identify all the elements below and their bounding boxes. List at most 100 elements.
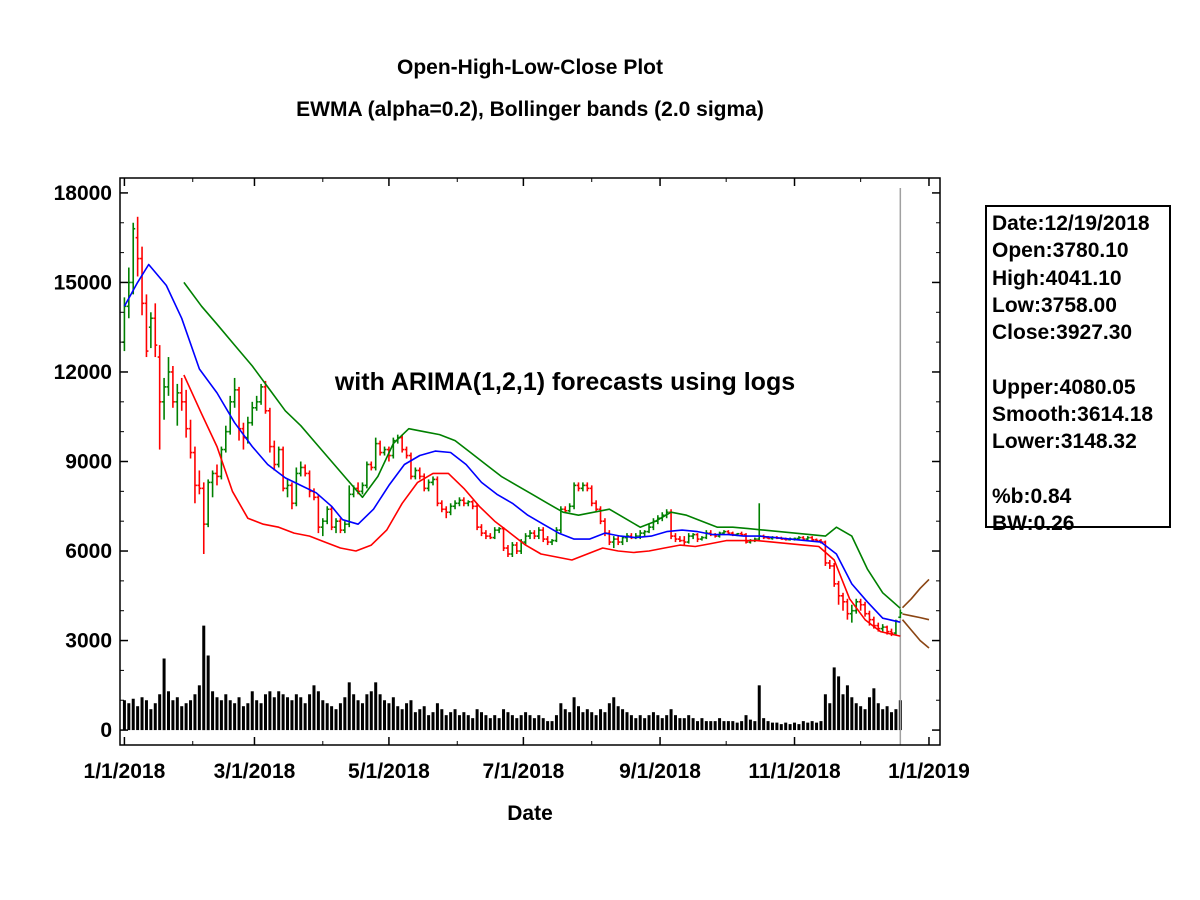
ohlc-bar: [488, 533, 493, 540]
ohlc-bar: [541, 527, 546, 543]
ohlc-bar: [408, 452, 413, 480]
ohlc-bar: [691, 533, 696, 540]
info-close: Close:3927.30: [992, 321, 1133, 345]
ohlc-bar: [757, 503, 762, 541]
ohlc-bar: [501, 527, 506, 552]
ohlc-bar: [849, 604, 854, 623]
ohlc-bar: [206, 479, 211, 528]
ohlc-bar: [334, 518, 339, 534]
x-tick-label: 5/1/2018: [348, 760, 430, 783]
ohlc-bar: [699, 536, 704, 541]
ohlc-bar: [148, 312, 153, 349]
ohlc-bar: [166, 357, 171, 396]
ohlc-bar: [523, 533, 528, 546]
ohlc-bar: [232, 377, 237, 408]
ohlc-bar: [845, 598, 850, 620]
ohlc-bar: [162, 377, 167, 420]
ohlc-bar: [642, 530, 647, 537]
info-open: Open:3780.10: [992, 239, 1129, 263]
ohlc-bar: [417, 467, 422, 480]
plot-area: [122, 188, 930, 745]
ohlc-bar: [611, 536, 616, 549]
ohlc-bar: [263, 380, 268, 414]
ohlc-bar: [170, 366, 175, 408]
x-axis-label: Date: [507, 802, 553, 825]
ohlc-bar: [214, 464, 219, 486]
ohlc-bar: [320, 518, 325, 537]
ohlc-bar: [140, 246, 145, 316]
series-line-6: [901, 619, 930, 649]
ohlc-bar: [505, 545, 510, 557]
chart-subtitle: EWMA (alpha=0.2), Bollinger bands (2.0 s…: [296, 98, 764, 121]
ohlc-bar: [210, 470, 215, 498]
ohlc-bar: [594, 500, 599, 513]
ohlc-bar: [598, 506, 603, 525]
ohlc-bar: [589, 485, 594, 507]
ohlc-bar: [347, 485, 352, 528]
ohlc-bar: [576, 482, 581, 492]
ohlc-bar: [360, 482, 365, 495]
ohlc-bar: [470, 500, 475, 510]
info-lower: Lower:3148.32: [992, 430, 1137, 454]
ohlc-bar: [461, 497, 466, 507]
ohlc-bar: [444, 506, 449, 519]
ohlc-bar: [585, 482, 590, 492]
ohlc-bar: [431, 476, 436, 486]
ohlc-bar: [880, 624, 885, 632]
plot-frame: [119, 177, 941, 746]
ohlc-bar: [298, 461, 303, 477]
y-tick-label: 3000: [65, 630, 112, 653]
ohlc-bar: [250, 401, 255, 426]
ohlc-bar: [563, 506, 568, 513]
ohlc-bar: [810, 536, 815, 541]
ohlc-bar: [311, 488, 316, 501]
ohlc-bar: [303, 464, 308, 477]
x-tick-label: 1/1/2018: [84, 760, 166, 783]
ohlc-bar: [201, 482, 206, 555]
ohlc-bar: [391, 437, 396, 459]
ohlc-bar: [682, 536, 687, 546]
ohlc-bar: [607, 530, 612, 546]
info-panel: Date:12/19/2018 Open:3780.10 High:4041.1…: [985, 205, 1171, 535]
ohlc-bar: [184, 389, 189, 438]
ohlc-bar: [448, 503, 453, 516]
ohlc-bar: [677, 536, 682, 543]
y-tick-label: 6000: [65, 540, 112, 563]
ohlc-bar: [157, 345, 162, 450]
ohlc-bar: [497, 527, 502, 534]
chart-annotation: with ARIMA(1,2,1) forecasts using logs: [334, 368, 795, 396]
ohlc-bar: [514, 542, 519, 555]
ohlc-bar: [620, 536, 625, 546]
ohlc-bar: [580, 482, 585, 492]
ohlc-bar: [197, 470, 202, 495]
ohlc-bar: [854, 598, 859, 614]
ohlc-bar: [704, 530, 709, 540]
ohlc-bar: [567, 503, 572, 513]
ohlc-bar: [267, 407, 272, 453]
ohlc-bar: [651, 518, 656, 531]
ohlc-bar: [550, 539, 555, 546]
y-tick-label: 0: [100, 719, 112, 742]
ohlc-bar: [492, 527, 497, 540]
ohlc-bar: [439, 500, 444, 513]
info-bw: BW:0.26: [992, 512, 1075, 536]
ohlc-bar: [483, 530, 488, 540]
ohlc-bar: [126, 267, 131, 319]
ohlc-bar: [192, 446, 197, 504]
ohlc-bar: [223, 425, 228, 453]
ohlc-bar: [453, 500, 458, 510]
info-low: Low:3758.00: [992, 293, 1117, 317]
ohlc-bar: [836, 580, 841, 605]
y-tick-label: 18000: [54, 182, 112, 205]
ohlc-bar: [237, 386, 242, 441]
axes: 0 3000 6000 9000 12000 15000 18000 1/1/2018 3/1/…: [54, 178, 970, 783]
ohlc-bar: [272, 440, 277, 471]
ohlc-bar: [435, 476, 440, 507]
ohlc-bar: [536, 527, 541, 540]
series-line-2: [183, 281, 901, 609]
ohlc-bar: [281, 446, 286, 492]
ohlc-bar: [325, 506, 330, 525]
ohlc-bar: [276, 446, 281, 468]
ohlc-bar: [673, 533, 678, 543]
ohlc-bar: [554, 527, 559, 543]
